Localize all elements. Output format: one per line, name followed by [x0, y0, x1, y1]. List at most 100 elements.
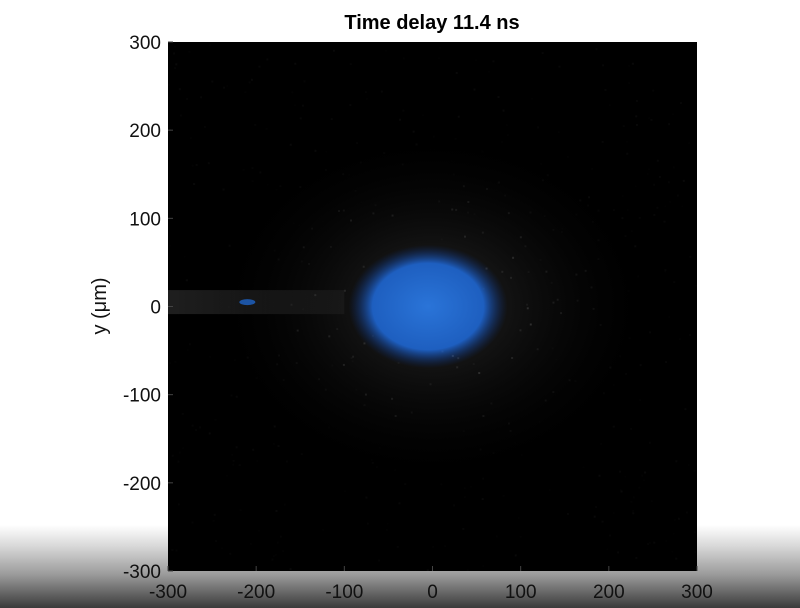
- speckle: [635, 556, 638, 559]
- speckle: [632, 512, 635, 515]
- speckle: [623, 125, 625, 127]
- speckle: [649, 331, 652, 334]
- speckle: [366, 373, 368, 375]
- speckle: [482, 478, 484, 480]
- speckle: [514, 554, 517, 557]
- speckle: [552, 301, 555, 304]
- speckle: [668, 181, 670, 183]
- speckle: [587, 204, 589, 206]
- speckle: [348, 174, 350, 176]
- speckle: [193, 183, 196, 186]
- speckle: [328, 335, 331, 338]
- speckle: [625, 235, 627, 237]
- speckle: [311, 227, 314, 230]
- speckle: [695, 285, 697, 287]
- speckle: [189, 343, 191, 345]
- speckle: [481, 498, 484, 501]
- speckle: [453, 198, 455, 200]
- speckle: [492, 452, 494, 454]
- speckle: [252, 448, 255, 451]
- speckle: [521, 454, 523, 456]
- speckle: [462, 185, 465, 188]
- speckle: [639, 217, 641, 219]
- speckle: [275, 554, 277, 556]
- speckle: [665, 361, 668, 364]
- speckle: [664, 269, 666, 271]
- speckle: [481, 231, 484, 234]
- speckle: [360, 201, 362, 203]
- speckle: [378, 560, 380, 562]
- speckle: [174, 46, 176, 48]
- speckle: [627, 209, 629, 211]
- speckle: [544, 399, 547, 402]
- speckle: [228, 244, 231, 247]
- speckle: [350, 63, 352, 65]
- speckle: [457, 115, 460, 118]
- speckle: [647, 543, 649, 545]
- speckle: [318, 378, 321, 381]
- speckle: [479, 448, 482, 451]
- y-tick-label: 0: [150, 298, 161, 319]
- speckle: [464, 496, 466, 498]
- speckle: [682, 179, 685, 182]
- speckle: [414, 570, 416, 572]
- speckle: [568, 379, 571, 382]
- speckle: [567, 156, 569, 158]
- speckle: [277, 445, 280, 448]
- streak-spot: [239, 299, 256, 306]
- x-tick-label: 0: [427, 582, 438, 603]
- speckle: [422, 114, 424, 116]
- speckle: [266, 128, 268, 130]
- speckle: [524, 245, 527, 248]
- speckle: [169, 362, 171, 364]
- speckle: [511, 357, 514, 360]
- speckle: [668, 316, 670, 318]
- speckle: [540, 259, 542, 261]
- speckle: [274, 230, 276, 232]
- speckle: [639, 399, 641, 401]
- speckle: [432, 546, 434, 548]
- speckle: [177, 461, 179, 463]
- speckle: [438, 200, 441, 203]
- speckle: [482, 415, 485, 418]
- chart-title: Time delay 11.4 ns: [344, 12, 519, 34]
- speckle: [653, 541, 656, 544]
- speckle: [663, 220, 666, 223]
- speckle: [467, 569, 469, 571]
- speckle: [583, 466, 585, 468]
- speckle: [455, 208, 458, 211]
- speckle: [213, 520, 215, 522]
- speckle: [519, 329, 522, 332]
- speckle: [541, 179, 544, 182]
- speckle: [622, 195, 624, 197]
- speckle: [186, 98, 188, 100]
- speckle: [561, 231, 563, 233]
- speckle: [362, 265, 365, 268]
- speckle: [350, 357, 353, 360]
- speckle: [635, 123, 638, 126]
- speckle: [207, 162, 210, 165]
- speckle: [539, 421, 541, 423]
- speckle: [456, 366, 459, 369]
- speckle: [386, 529, 388, 531]
- speckle: [590, 286, 593, 289]
- speckle: [602, 64, 605, 67]
- speckle: [609, 104, 611, 106]
- speckle: [273, 555, 275, 557]
- speckle: [233, 460, 235, 462]
- speckle: [322, 529, 324, 531]
- speckle: [208, 432, 211, 435]
- speckle: [444, 545, 446, 547]
- speckle: [536, 348, 539, 351]
- speckle: [595, 506, 597, 508]
- speckle: [231, 454, 233, 456]
- speckle: [199, 426, 201, 428]
- speckle: [519, 236, 522, 239]
- speckle: [566, 512, 569, 515]
- speckle: [689, 256, 691, 258]
- speckle: [342, 363, 345, 366]
- speckle: [244, 91, 246, 93]
- speckle: [613, 425, 615, 427]
- speckle: [492, 60, 495, 63]
- speckle: [273, 425, 276, 428]
